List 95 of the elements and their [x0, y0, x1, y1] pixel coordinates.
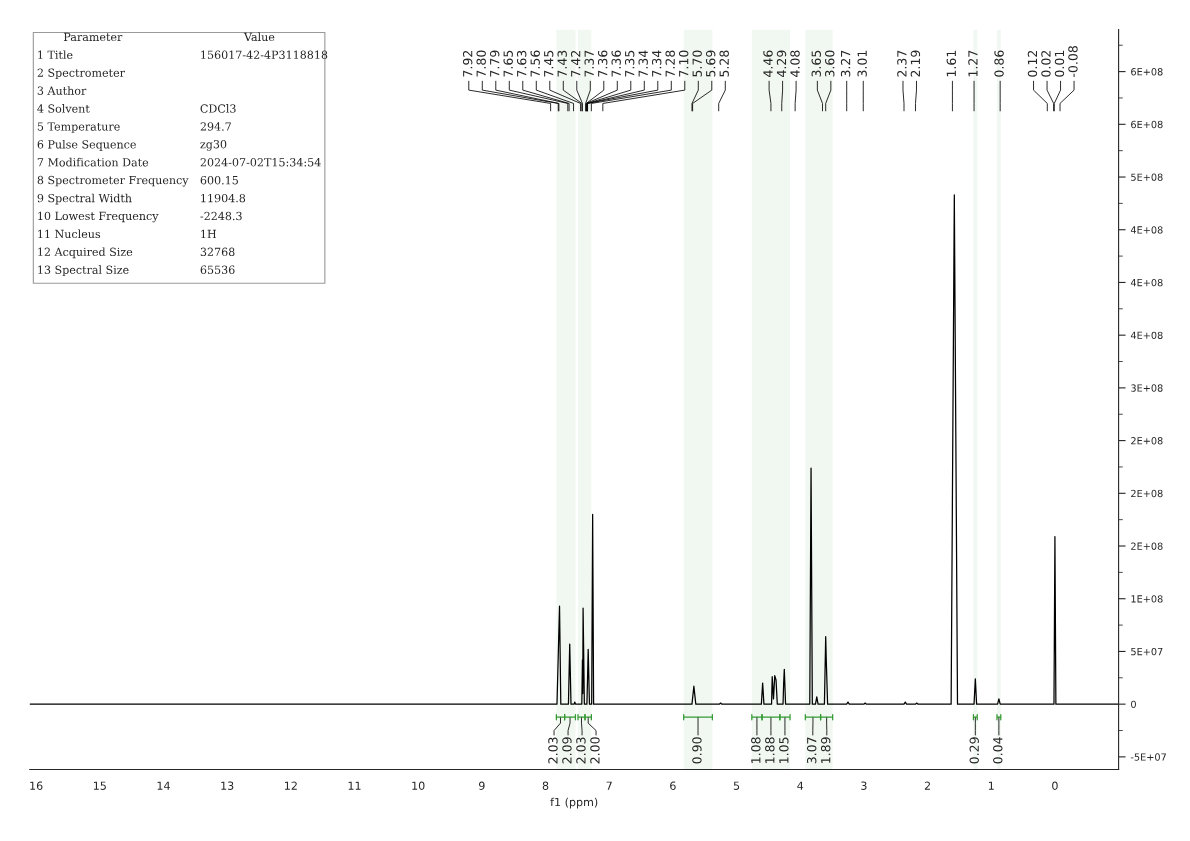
x-tick-label: 2 [924, 781, 930, 790]
x-tick-label: 7 [606, 781, 612, 790]
annotation: 7.92 [462, 50, 473, 77]
text: 10 Lowest Frequency -2248.3 [38, 211, 242, 223]
annotation: 2.19 [910, 50, 921, 77]
annotation: 7.43 [557, 50, 567, 77]
text: 7 Modification Date 2024-07-02T15:34:54 [37, 157, 321, 167]
annotation: 7.35 [624, 50, 635, 77]
y-tick-label: 4E+08 [1130, 278, 1163, 287]
annotation: 4.46 [763, 50, 773, 77]
annotation: 3.01 [857, 50, 867, 77]
x-tick-label: 9 [479, 781, 485, 790]
x-tick-label: 6 [670, 781, 676, 790]
band-label: 1.88 [765, 737, 775, 763]
x-tick-label: 14 [157, 781, 170, 790]
annotation: 0.01 [1054, 50, 1065, 77]
x-axis-title: f1 (ppm) [550, 797, 598, 809]
x-tick-label: 8 [542, 781, 549, 790]
annotation: 5.69 [705, 50, 716, 77]
y-tick-label: 0 [1131, 700, 1136, 708]
annotation: 8 Spectrometer Frequency 600.15 [37, 175, 238, 187]
annotation: 7.79 [489, 50, 500, 77]
annotation: 7.34 [638, 50, 648, 77]
annotation: 7.63 [516, 50, 527, 77]
annotation: 3.27 [840, 50, 851, 77]
text: 1 Title 156017-42-4P3118818 [38, 50, 328, 59]
x-tick-label: 12 [284, 781, 297, 790]
band-label: 1.08 [751, 737, 761, 763]
line-series [29, 194, 1119, 705]
x-tick-label: 15 [93, 781, 106, 790]
annotation: 5.28 [719, 50, 729, 77]
annotation: 3.65 [811, 50, 821, 77]
y-tick-label: 3E+08 [1131, 384, 1163, 392]
text: Parameter Value [63, 32, 275, 42]
annotation: 7.28 [665, 50, 675, 77]
band-label: 0.29 [969, 737, 979, 764]
y-tick-label: -5E+07 [1130, 753, 1166, 761]
x-tick-label: 4 [797, 781, 804, 790]
band-label: 0.90 [692, 737, 702, 764]
annotation: 7.36 [611, 50, 621, 77]
annotation: 2 Spectrometer [37, 68, 125, 80]
x-tick-label: 3 [861, 781, 867, 790]
annotation: 7.34 [651, 50, 662, 77]
text: 11 Nucleus 1H [38, 229, 217, 239]
text: 13 Spectral Size 65536 [38, 265, 235, 277]
x-tick-label: 13 [221, 781, 234, 790]
annotation: 1.27 [968, 50, 978, 77]
annotation: 3.60 [825, 50, 835, 77]
x-tick-label: 11 [348, 781, 361, 790]
annotation: 4.08 [790, 50, 800, 77]
annotation: 3 Author [37, 86, 87, 95]
y-tick-label: 2E+08 [1131, 437, 1163, 445]
annotation: 5.70 [692, 50, 702, 77]
y-tick-label: 5E+07 [1131, 647, 1163, 656]
x-tick-label: 1 [988, 781, 994, 790]
annotation: 0.02 [1041, 50, 1051, 77]
x-tick-label: 5 [733, 781, 740, 790]
band-label: 2.09 [562, 737, 572, 764]
x-tick-label: 10 [412, 781, 425, 790]
annotation: 2.37 [897, 50, 907, 77]
x-tick-label: 16 [30, 781, 43, 790]
text: 6 Pulse Sequence zg30 [37, 139, 227, 151]
annotation: 7.65 [503, 50, 513, 77]
y-tick-label: 4E+08 [1130, 331, 1163, 339]
annotation: 0.12 [1027, 50, 1038, 77]
text: 4 Solvent CDCl3 [37, 104, 236, 113]
y-tick-label: 6E+08 [1131, 68, 1163, 76]
band-label: 2.03 [576, 737, 586, 764]
annotation: 7.37 [584, 50, 594, 77]
annotation: 4.29 [776, 50, 787, 77]
y-tick-label: 5E+08 [1131, 173, 1163, 181]
annotation: 1.61 [946, 50, 957, 77]
y-tick-label: 4E+08 [1130, 226, 1163, 234]
band-label: 1.89 [820, 737, 831, 763]
y-tick-label: 6E+08 [1131, 120, 1163, 129]
band-label: 3.07 [806, 737, 817, 764]
band-label: 1.05 [779, 737, 789, 763]
annotation: 0.86 [994, 50, 1004, 77]
annotation: 7.56 [530, 50, 540, 77]
band-label: 0.04 [993, 737, 1003, 764]
text: 5 Temperature 294.7 [37, 122, 231, 133]
text: 12 Acquired Size 32768 [38, 247, 235, 259]
band-label: 2.03 [548, 737, 558, 764]
band-label: 2.00 [590, 737, 600, 764]
annotation: 7.36 [597, 50, 608, 77]
annotation: 7.42 [570, 50, 581, 77]
y-tick-label: 1E+08 [1131, 595, 1163, 603]
annotation: 7.80 [476, 50, 486, 77]
text: 9 Spectral Width 11904.8 [37, 193, 246, 205]
annotation: 7.45 [544, 50, 554, 77]
y-tick-label: 2E+08 [1131, 489, 1163, 498]
annotation: 7.10 [678, 50, 689, 77]
y-tick-label: 2E+08 [1131, 542, 1163, 550]
annotation: -0.08 [1068, 46, 1078, 77]
x-tick-label: 0 [1052, 781, 1058, 790]
